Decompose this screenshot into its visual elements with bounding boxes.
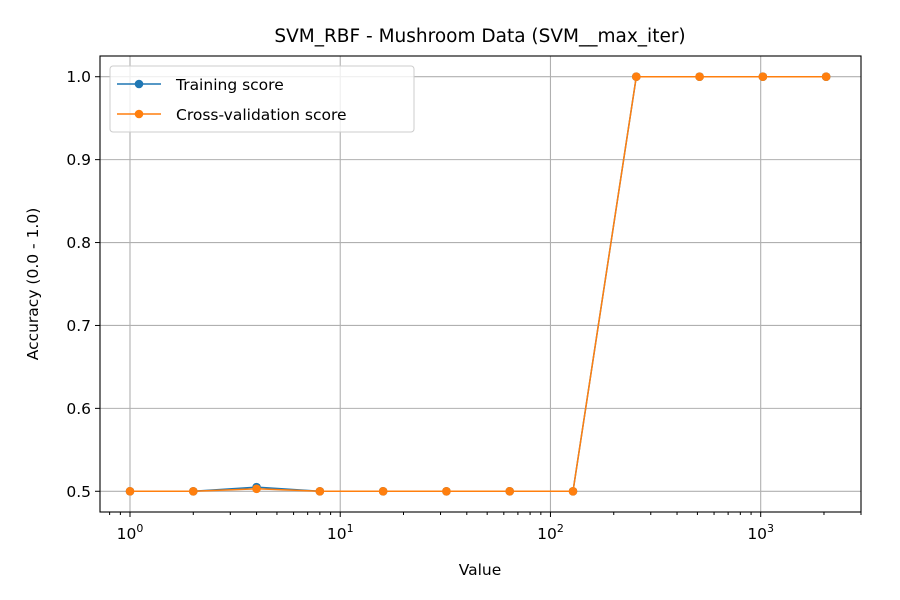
x-tick-label: 102 — [537, 522, 564, 543]
legend: Training score Cross-validation score — [109, 65, 415, 133]
y-tick-label: 0.6 — [66, 400, 91, 418]
data-point-cross-validation — [442, 486, 451, 496]
series-cross-validation — [125, 72, 831, 496]
x-tick-label: 103 — [747, 522, 774, 543]
x-tick-label: 101 — [327, 522, 354, 543]
legend-marker-cross-validation — [134, 109, 144, 119]
x-axis-label: Value — [459, 561, 502, 579]
y-tick-label: 0.5 — [66, 483, 91, 501]
axis-ticks: 100 101 102 103 0.5 0.6 0.7 0.8 0.9 1.0 — [66, 68, 862, 543]
y-tick-label: 0.9 — [66, 151, 91, 169]
data-point-cross-validation — [252, 484, 261, 494]
y-tick-label: 0.8 — [66, 234, 91, 252]
chart-title: SVM_RBF - Mushroom Data (SVM__max_iter) — [274, 26, 685, 47]
data-point-cross-validation — [315, 486, 325, 496]
y-tick-label: 0.7 — [66, 317, 91, 335]
legend-marker-training — [134, 79, 144, 89]
legend-label-cross-validation: Cross-validation score — [176, 106, 347, 124]
data-point-cross-validation — [188, 486, 198, 496]
y-axis-label: Accuracy (0.0 - 1.0) — [24, 208, 42, 361]
plot-series — [125, 72, 831, 496]
data-point-cross-validation — [378, 486, 388, 496]
series-line-cross-validation — [129, 75, 827, 493]
plot-frame — [99, 55, 862, 513]
legend-label-training: Training score — [175, 76, 284, 94]
data-point-cross-validation — [758, 72, 768, 82]
data-point-cross-validation — [821, 72, 831, 82]
data-point-cross-validation — [125, 486, 135, 496]
data-point-cross-validation — [568, 486, 578, 496]
legend-box — [109, 65, 415, 133]
data-point-cross-validation — [505, 486, 515, 496]
x-tick-label: 100 — [117, 522, 144, 543]
data-point-cross-validation — [631, 72, 641, 82]
data-point-cross-validation — [695, 72, 704, 82]
y-tick-label: 1.0 — [66, 68, 91, 86]
